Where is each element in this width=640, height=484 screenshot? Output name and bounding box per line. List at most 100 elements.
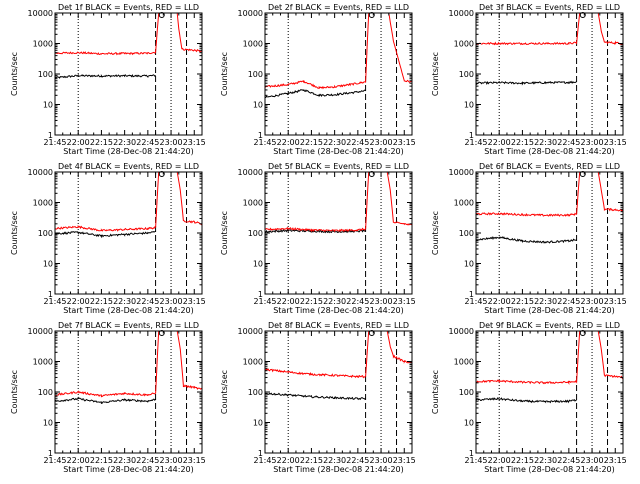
panel-title: Det 3f BLACK = Events, RED = LLD <box>479 3 620 12</box>
y-tick-label: 10000 <box>449 168 474 177</box>
x-tick-label: 23:15 <box>393 138 416 147</box>
y-tick-label: 10 <box>43 101 53 110</box>
x-tick-label: 22:30 <box>323 138 346 147</box>
y-tick-label: 100 <box>248 229 263 238</box>
y-tick-label: 100 <box>459 388 474 397</box>
x-tick-label: 22:15 <box>511 456 534 465</box>
events-series-line <box>54 396 157 405</box>
y-tick-label: 1 <box>48 449 53 458</box>
x-axis-label: Start Time (28-Dec-08 21:44:20) <box>273 306 404 315</box>
events-series-line <box>264 89 366 99</box>
lld-series-line <box>54 330 203 398</box>
detector-panel: Det 8f BLACK = Events, RED = LLD 1 10 100 10… <box>220 321 416 474</box>
x-tick-label: 23:00 <box>370 138 393 147</box>
x-tick-label: 22:00 <box>67 138 90 147</box>
x-tick-label: 22:30 <box>323 456 346 465</box>
x-tick-label: 22:30 <box>534 456 557 465</box>
x-tick-label: 22:30 <box>534 297 557 306</box>
x-tick-label: 23:00 <box>581 297 604 306</box>
lld-series-line <box>54 12 203 56</box>
x-tick-label: 22:15 <box>90 138 113 147</box>
detector-panel: Det 3f BLACK = Events, RED = LLD 1 10 100 10… <box>431 3 627 156</box>
y-tick-label: 100 <box>459 229 474 238</box>
x-tick-label: 22:30 <box>113 297 136 306</box>
y-tick-label: 10 <box>464 419 474 428</box>
x-tick-label: 23:00 <box>581 456 604 465</box>
x-tick-label: 22:00 <box>488 297 511 306</box>
detector-panel: Det 4f BLACK = Events, RED = LLD 1 10 100 10… <box>10 162 206 315</box>
x-tick-label: 23:00 <box>370 456 393 465</box>
x-tick-label: 22:45 <box>136 456 159 465</box>
y-axis-label: Counts/sec <box>431 52 440 96</box>
lld-series-line <box>475 171 624 217</box>
y-tick-label: 100 <box>38 229 53 238</box>
x-tick-label: 22:00 <box>67 456 90 465</box>
y-tick-label: 1 <box>469 449 474 458</box>
y-tick-label: 1 <box>258 131 263 140</box>
y-tick-label: 10000 <box>238 168 263 177</box>
y-axis-label: Counts/sec <box>10 211 19 255</box>
x-tick-label: 22:45 <box>557 456 580 465</box>
x-tick-label: 23:00 <box>160 138 183 147</box>
panel-title: Det 8f BLACK = Events, RED = LLD <box>268 321 409 330</box>
x-tick-label: 22:15 <box>300 456 323 465</box>
x-tick-label: 22:45 <box>346 138 369 147</box>
events-series-line <box>475 397 577 404</box>
x-tick-label: 22:15 <box>90 297 113 306</box>
x-tick-label: 22:15 <box>90 456 113 465</box>
x-tick-label: 21:45 <box>43 138 66 147</box>
x-tick-label: 21:45 <box>464 138 487 147</box>
panel-title: Det 4f BLACK = Events, RED = LLD <box>58 162 199 171</box>
x-tick-label: 22:15 <box>511 297 534 306</box>
x-tick-label: 23:00 <box>160 456 183 465</box>
x-tick-label: 22:30 <box>323 297 346 306</box>
x-tick-label: 23:00 <box>370 297 393 306</box>
x-tick-label: 23:15 <box>393 297 416 306</box>
x-tick-label: 23:15 <box>183 456 206 465</box>
plot-frame <box>264 330 413 454</box>
x-tick-label: 22:15 <box>300 138 323 147</box>
events-series-line <box>475 236 577 244</box>
y-tick-label: 1000 <box>33 40 53 49</box>
x-axis-label: Start Time (28-Dec-08 21:44:20) <box>273 147 404 156</box>
x-tick-label: 22:45 <box>557 297 580 306</box>
y-tick-label: 1000 <box>33 199 53 208</box>
y-tick-label: 10000 <box>449 327 474 336</box>
x-axis-label: Start Time (28-Dec-08 21:44:20) <box>63 147 194 156</box>
x-tick-label: 22:45 <box>557 138 580 147</box>
y-tick-label: 1 <box>258 290 263 299</box>
y-tick-label: 10 <box>464 101 474 110</box>
x-axis-label: Start Time (28-Dec-08 21:44:20) <box>63 465 194 474</box>
x-tick-label: 22:30 <box>113 138 136 147</box>
plot-frame <box>54 12 203 136</box>
x-axis-label: Start Time (28-Dec-08 21:44:20) <box>63 306 194 315</box>
x-tick-label: 21:45 <box>43 456 66 465</box>
y-tick-label: 100 <box>459 70 474 79</box>
y-axis-label: Counts/sec <box>220 52 229 96</box>
panel-title: Det 9f BLACK = Events, RED = LLD <box>479 321 620 330</box>
events-series-line <box>54 230 156 239</box>
x-tick-label: 23:15 <box>604 138 627 147</box>
x-tick-label: 21:45 <box>43 297 66 306</box>
x-tick-label: 21:45 <box>464 456 487 465</box>
x-tick-label: 22:45 <box>136 297 159 306</box>
detector-panel: Det 6f BLACK = Events, RED = LLD 1 10 100 10… <box>431 162 627 315</box>
panel-title: Det 2f BLACK = Events, RED = LLD <box>268 3 409 12</box>
x-tick-label: 23:00 <box>160 297 183 306</box>
x-tick-label: 22:30 <box>113 456 136 465</box>
lld-series-line <box>475 12 624 46</box>
x-tick-label: 23:15 <box>183 297 206 306</box>
detector-panel: Det 2f BLACK = Events, RED = LLD 1 10 100 10… <box>220 3 416 156</box>
detector-panel: Det 7f BLACK = Events, RED = LLD 1 10 100 10… <box>10 321 206 474</box>
x-tick-label: 22:00 <box>488 456 511 465</box>
panel-title: Det 7f BLACK = Events, RED = LLD <box>58 321 199 330</box>
x-axis-label: Start Time (28-Dec-08 21:44:20) <box>273 465 404 474</box>
y-tick-label: 1 <box>48 131 53 140</box>
y-tick-label: 1000 <box>243 358 263 367</box>
y-axis-label: Counts/sec <box>220 211 229 255</box>
y-tick-label: 100 <box>248 70 263 79</box>
x-tick-label: 23:15 <box>604 297 627 306</box>
y-tick-label: 10 <box>253 419 263 428</box>
